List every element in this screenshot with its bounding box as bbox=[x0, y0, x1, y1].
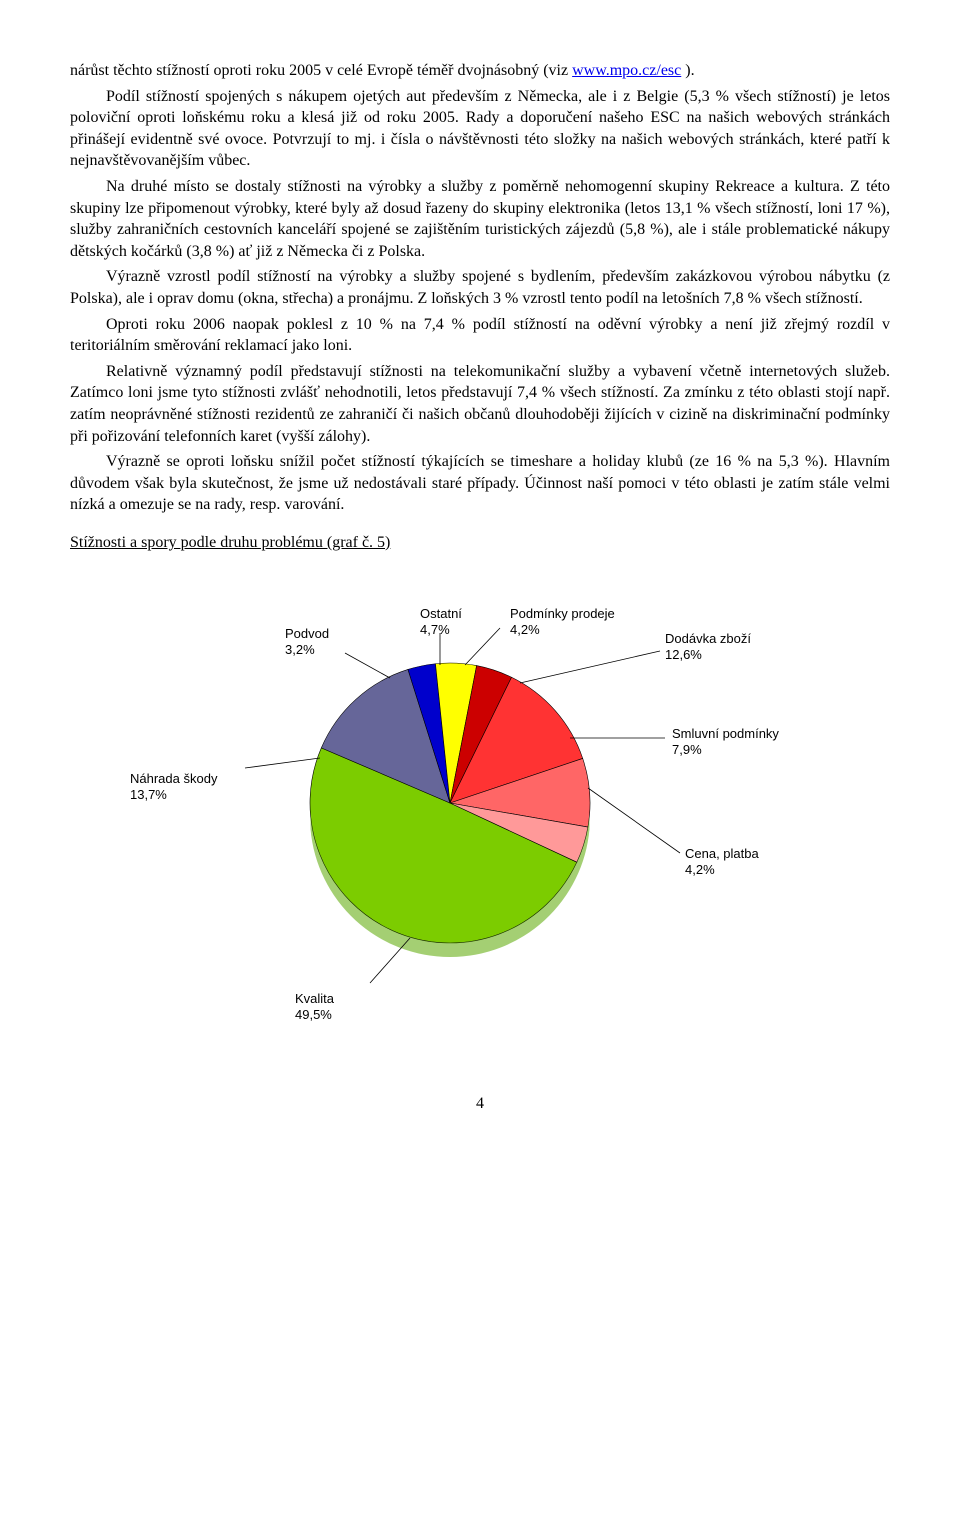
leader-7 bbox=[588, 788, 680, 853]
slice-label-2: Podvod bbox=[285, 626, 329, 641]
slice-label-0: Kvalita bbox=[295, 991, 335, 1006]
slice-pct-2: 3,2% bbox=[285, 642, 315, 657]
paragraph-1: nárůst těchto stížností oproti roku 2005… bbox=[70, 60, 890, 82]
p1-text-b: ). bbox=[685, 62, 694, 79]
paragraph-4: Výrazně vzrostl podíl stížností na výrob… bbox=[70, 266, 890, 309]
slice-pct-0: 49,5% bbox=[295, 1007, 332, 1022]
slice-label-1: Náhrada škody bbox=[130, 771, 218, 786]
slice-label-7: Cena, platba bbox=[685, 846, 759, 861]
paragraph-3: Na druhé místo se dostaly stížnosti na v… bbox=[70, 176, 890, 262]
slice-label-3: Ostatní bbox=[420, 606, 462, 621]
leader-4 bbox=[465, 628, 500, 665]
slice-label-4: Podmínky prodeje bbox=[510, 606, 615, 621]
paragraph-6: Relativně významný podíl představují stí… bbox=[70, 361, 890, 447]
slice-pct-3: 4,7% bbox=[420, 622, 450, 637]
paragraph-7: Výrazně se oproti loňsku snížil počet st… bbox=[70, 451, 890, 516]
leader-0 bbox=[370, 938, 410, 983]
slice-label-6: Smluvní podmínky bbox=[672, 726, 779, 741]
pie-chart-svg: Kvalita49,5% Náhrada škody13,7% Podvod3,2%… bbox=[70, 573, 890, 1043]
pie-chart: Kvalita49,5% Náhrada škody13,7% Podvod3,2%… bbox=[70, 573, 890, 1043]
paragraph-5: Oproti roku 2006 naopak poklesl z 10 % n… bbox=[70, 314, 890, 357]
leader-1 bbox=[245, 758, 320, 768]
page-number: 4 bbox=[70, 1093, 890, 1115]
mpo-link[interactable]: www.mpo.cz/esc bbox=[572, 62, 681, 79]
leader-5 bbox=[520, 651, 660, 683]
leader-2 bbox=[345, 653, 390, 678]
slice-label-5: Dodávka zboží bbox=[665, 631, 751, 646]
section-title: Stížnosti a spory podle druhu problému (… bbox=[70, 532, 890, 554]
slice-pct-6: 7,9% bbox=[672, 742, 702, 757]
slice-pct-7: 4,2% bbox=[685, 862, 715, 877]
p1-text-a: nárůst těchto stížností oproti roku 2005… bbox=[70, 62, 572, 79]
slice-pct-1: 13,7% bbox=[130, 787, 167, 802]
slice-pct-4: 4,2% bbox=[510, 622, 540, 637]
slice-pct-5: 12,6% bbox=[665, 647, 702, 662]
paragraph-2: Podíl stížností spojených s nákupem ojet… bbox=[70, 86, 890, 172]
